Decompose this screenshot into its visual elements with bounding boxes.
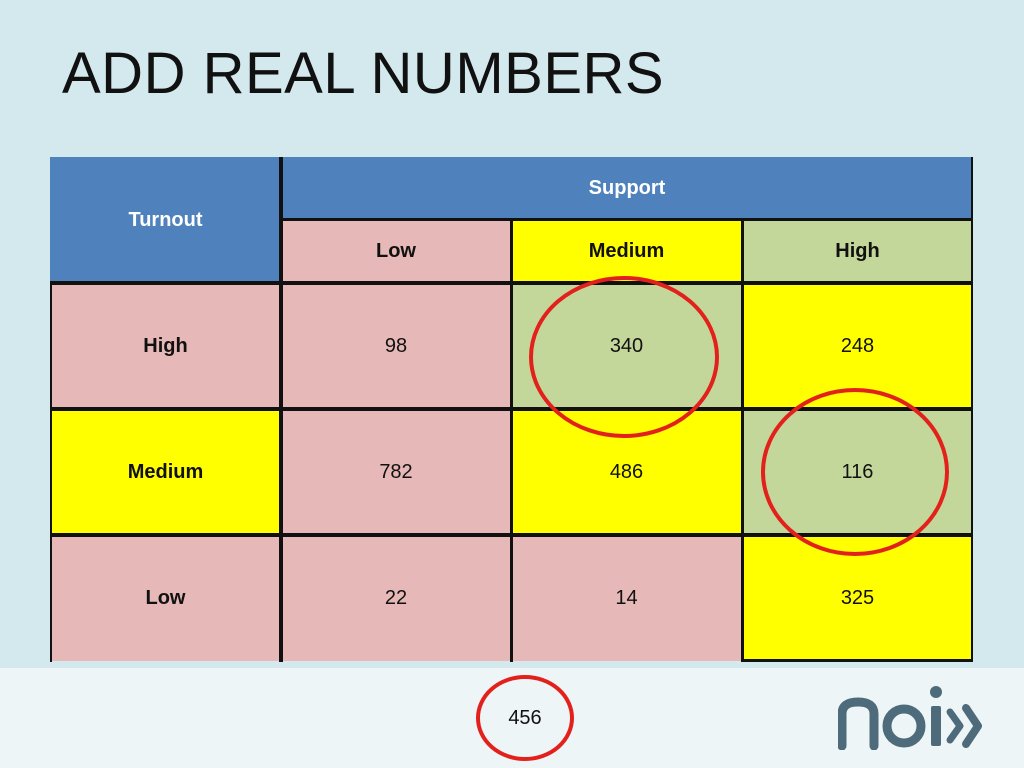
cell-high-medium: 340 bbox=[511, 283, 742, 409]
column-header-high: High bbox=[742, 220, 973, 283]
logo-letter-o bbox=[882, 704, 926, 748]
grid-line bbox=[742, 659, 973, 662]
logo-dot bbox=[930, 686, 942, 698]
cell-low-medium: 14 bbox=[511, 535, 742, 661]
row-header-high: High bbox=[50, 283, 281, 409]
slide-title: ADD REAL NUMBERS bbox=[62, 41, 665, 106]
cell-medium-low: 782 bbox=[281, 409, 511, 535]
cell-medium-high: 116 bbox=[742, 409, 973, 535]
column-header-low: Low bbox=[281, 220, 511, 283]
grid-line bbox=[510, 220, 513, 662]
cell-high-low: 98 bbox=[281, 283, 511, 409]
group-header-support: Support bbox=[281, 157, 973, 220]
cell-low-high: 325 bbox=[742, 535, 973, 661]
grid-line bbox=[50, 281, 973, 285]
logo-letter-i bbox=[931, 706, 941, 746]
logo-letter-n bbox=[838, 697, 879, 750]
grid-line bbox=[741, 220, 744, 662]
row-header-medium: Medium bbox=[50, 409, 281, 535]
logo-chevron bbox=[946, 708, 964, 744]
grid-line bbox=[50, 533, 973, 537]
grid-line bbox=[50, 407, 973, 411]
total-value: 456 bbox=[508, 706, 542, 729]
logo-chevron bbox=[962, 704, 982, 748]
cell-medium-medium: 486 bbox=[511, 409, 742, 535]
grid-line bbox=[281, 218, 973, 221]
grid-line bbox=[50, 283, 52, 662]
cell-high-high: 248 bbox=[742, 283, 973, 409]
column-header-medium: Medium bbox=[511, 220, 742, 283]
row-header-low: Low bbox=[50, 535, 281, 661]
noi-logo bbox=[838, 686, 982, 750]
corner-header-turnout: Turnout bbox=[50, 157, 281, 283]
cell-low-low: 22 bbox=[281, 535, 511, 661]
